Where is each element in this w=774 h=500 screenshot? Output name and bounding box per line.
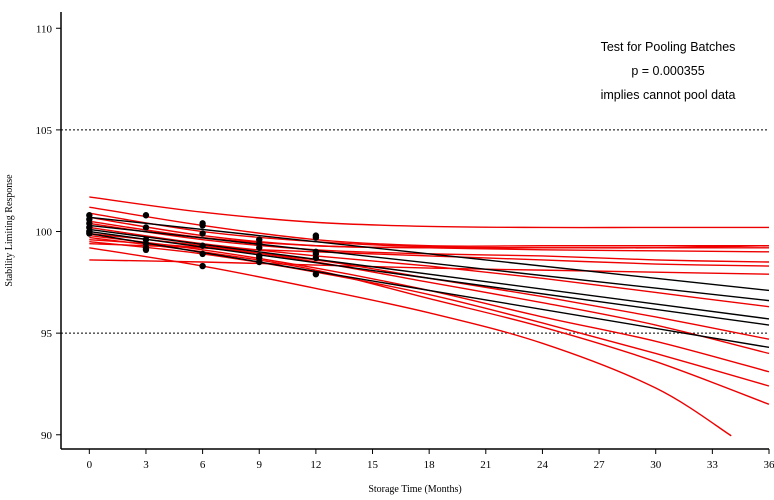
y-tick-label: 95 [41,328,53,340]
data-point [199,222,206,229]
confidence-band-1 [89,196,769,229]
x-tick-label: 15 [367,459,379,471]
y-tick-label: 100 [36,227,53,239]
x-tick-label: 33 [707,459,719,471]
x-tick-label: 21 [480,459,491,471]
data-point [142,246,150,254]
data-point [199,250,206,258]
data-point [312,271,320,278]
data-point [142,224,150,231]
x-tick-label: 27 [594,459,606,471]
data-point [199,262,206,270]
data-point [256,258,263,266]
x-tick-label: 0 [87,459,93,471]
data-point [256,244,263,251]
y-tick-label: 90 [41,430,53,442]
data-point [312,254,320,262]
y-tick-label: 110 [36,23,53,35]
annotation-block: Test for Pooling Batches p = 0.000355 im… [601,40,736,102]
confidence-bands [89,196,770,437]
data-point [312,234,320,241]
y-axis-title: Stability Limiting Response [4,174,15,287]
axes [56,12,770,454]
x-axis-title: Storage Time (Months) [368,484,461,495]
data-points [86,212,320,278]
reference-lines [61,129,769,334]
regression-line-2 [89,224,770,302]
y-tick-label: 105 [36,125,53,137]
annotation-line-1: Test for Pooling Batches [601,40,736,54]
data-point [86,230,93,237]
confidence-band-2 [89,259,770,275]
data-point [199,230,206,237]
data-point [199,242,206,249]
x-tick-label: 24 [537,459,549,471]
data-point [142,212,150,219]
annotation-line-3: implies cannot pool data [601,88,736,102]
x-tick-label: 9 [256,459,262,471]
x-tick-label: 30 [650,459,662,471]
x-tick-label: 6 [200,459,206,471]
x-tick-label: 18 [424,459,436,471]
annotation-line-2: p = 0.000355 [631,64,704,78]
x-tick-label: 36 [764,459,774,471]
x-tick-label: 3 [143,459,149,471]
regression-line-3 [89,228,770,320]
regression-line-1 [89,216,770,292]
x-tick-label: 12 [310,459,321,471]
